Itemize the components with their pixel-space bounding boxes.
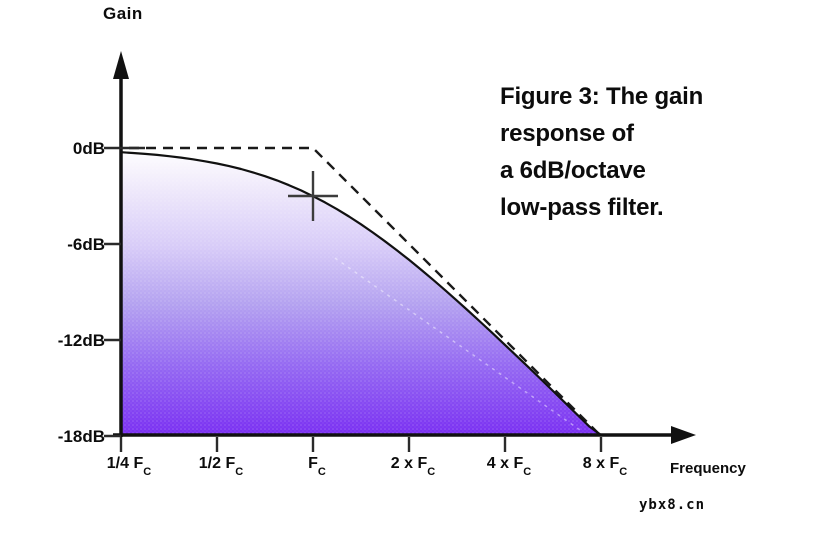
x-tick-label-fc: FC	[267, 455, 367, 479]
x-axis-title: Frequency	[670, 460, 746, 477]
caption-line: low-pass filter.	[500, 194, 664, 221]
faint-interior-artifact-line	[334, 257, 581, 431]
x-tick-prefix: 4 x	[486, 455, 514, 472]
x-tick-f: F	[133, 455, 144, 472]
x-tick-f: F	[225, 455, 236, 472]
watermark-text: ybx8.cn	[639, 497, 706, 513]
x-axis-ticks	[119, 437, 603, 452]
caption-line: Figure 3: The gain	[500, 83, 704, 110]
x-tick-prefix: 2 x	[390, 455, 418, 472]
x-tick-sub: C	[619, 466, 628, 479]
x-tick-sub: C	[143, 466, 152, 479]
x-tick-label-4fc: 4 x FC	[459, 455, 559, 479]
x-tick-label-2fc: 2 x FC	[363, 455, 463, 479]
gain-area-dither-texture	[121, 152, 601, 435]
x-tick-f: F	[308, 455, 318, 472]
x-tick-sub: C	[317, 466, 326, 479]
x-tick-sub: C	[427, 466, 436, 479]
axes	[113, 68, 674, 437]
x-tick-prefix: 8 x	[582, 455, 610, 472]
caption-line: a 6dB/octave	[500, 157, 646, 184]
x-tick-label-quarter-fc: 1/4 FC	[79, 455, 179, 479]
y-tick-label-m6db: -6dB	[67, 235, 105, 254]
x-axis-arrowhead	[671, 426, 696, 444]
x-tick-label-half-fc: 1/2 FC	[171, 455, 271, 479]
y-axis-ticks	[104, 146, 145, 438]
x-tick-f: F	[513, 455, 524, 472]
crosshair-marker	[288, 171, 338, 221]
y-tick-label-m18db: -18dB	[57, 427, 105, 446]
x-tick-sub: C	[235, 466, 244, 479]
x-tick-f: F	[417, 455, 428, 472]
caption-line: response of	[500, 120, 634, 147]
x-tick-label-8fc: 8 x FC	[555, 455, 655, 479]
x-tick-f: F	[609, 455, 620, 472]
gain-curve	[120, 151, 602, 436]
x-tick-prefix: 1/2	[198, 455, 226, 472]
figure-caption: Figure 3: The gain response of a 6dB/oct…	[500, 78, 703, 226]
y-axis-title: Gain	[103, 4, 143, 23]
y-tick-label-0db: 0dB	[72, 139, 105, 158]
y-tick-label-m12db: -12dB	[57, 331, 105, 350]
x-tick-prefix: 1/4	[106, 455, 134, 472]
x-tick-sub: C	[523, 466, 532, 479]
y-axis-arrowhead	[113, 51, 129, 79]
